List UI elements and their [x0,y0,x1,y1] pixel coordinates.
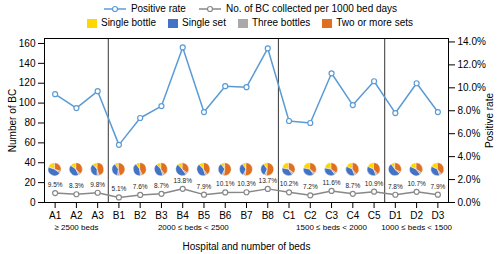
svg-text:C3: C3 [325,210,338,221]
html-text:Positive rate: Positive rate [130,3,186,14]
html-text:Single set: Single set [182,17,226,28]
svg-text:Hospital and number of beds: Hospital and number of beds [183,241,311,252]
svg-text:10.1%: 10.1% [216,180,235,187]
svg-text:B7: B7 [240,210,253,221]
svg-text:100: 100 [19,97,36,108]
svg-text:7.9%: 7.9% [197,183,212,190]
html-text:Two or more sets: Two or more sets [336,17,413,28]
svg-text:20: 20 [24,177,36,188]
svg-text:11.6%: 11.6% [323,179,341,186]
svg-text:10.2%: 10.2% [280,180,299,187]
svg-text:8.3%: 8.3% [69,182,84,189]
svg-text:0: 0 [30,197,36,208]
svg-text:5.1%: 5.1% [112,185,127,192]
svg-text:D3: D3 [431,210,444,221]
svg-text:6.0%: 6.0% [458,128,481,139]
svg-text:7.9%: 7.9% [430,183,445,190]
svg-text:A2: A2 [70,210,83,221]
svg-text:40: 40 [24,157,36,168]
svg-text:B2: B2 [134,210,147,221]
html-text:Single bottle: Single bottle [101,17,156,28]
svg-text:D2: D2 [410,210,423,221]
svg-text:140: 140 [19,58,36,69]
svg-text:8.7%: 8.7% [154,182,169,189]
svg-text:C2: C2 [304,210,317,221]
svg-text:≥ 2500 beds: ≥ 2500 beds [54,223,98,232]
svg-text:B8: B8 [262,210,275,221]
svg-text:B4: B4 [177,210,190,221]
svg-text:10.3%: 10.3% [237,180,256,187]
svg-text:7.6%: 7.6% [133,183,148,190]
svg-text:9.8%: 9.8% [90,181,105,188]
svg-text:10.9%: 10.9% [365,180,384,187]
svg-text:D1: D1 [389,210,402,221]
svg-text:C1: C1 [283,210,296,221]
svg-text:10.0%: 10.0% [458,82,486,93]
svg-text:160: 160 [19,38,36,49]
svg-text:1000 ≤ beds < 1500: 1000 ≤ beds < 1500 [381,223,452,232]
svg-text:80: 80 [24,117,36,128]
svg-text:0.0%: 0.0% [458,197,481,208]
svg-text:12.0%: 12.0% [458,59,486,70]
svg-text:9.5%: 9.5% [48,181,63,188]
svg-text:B5: B5 [198,210,211,221]
svg-text:7.8%: 7.8% [388,183,403,190]
svg-text:1500 ≤ beds < 2000: 1500 ≤ beds < 2000 [296,223,367,232]
svg-text:C5: C5 [368,210,381,221]
svg-text:8.0%: 8.0% [458,105,481,116]
svg-text:A3: A3 [92,210,105,221]
svg-text:2000 ≤ beds < 2500: 2000 ≤ beds < 2500 [158,223,229,232]
html-text:Three bottles: Three bottles [251,17,311,28]
svg-text:2.0%: 2.0% [458,174,481,185]
svg-text:120: 120 [19,77,36,88]
svg-text:13.7%: 13.7% [259,177,278,184]
svg-text:Positive rate: Positive rate [484,93,495,148]
svg-text:B3: B3 [155,210,168,221]
html-text:No. of BC collected per 1000 b: No. of BC collected per 1000 bed days [225,3,398,14]
svg-text:Number of BC: Number of BC [7,89,18,152]
svg-text:B6: B6 [219,210,232,221]
svg-text:10.7%: 10.7% [407,180,426,187]
svg-text:7.2%: 7.2% [303,183,318,190]
svg-text:13.8%: 13.8% [173,177,192,184]
svg-text:4.0%: 4.0% [458,151,481,162]
svg-text:C4: C4 [346,210,359,221]
svg-text:B1: B1 [113,210,126,221]
svg-text:A1: A1 [49,210,62,221]
svg-text:8.7%: 8.7% [345,182,360,189]
svg-text:14.0%: 14.0% [458,36,486,47]
svg-text:60: 60 [24,137,36,148]
